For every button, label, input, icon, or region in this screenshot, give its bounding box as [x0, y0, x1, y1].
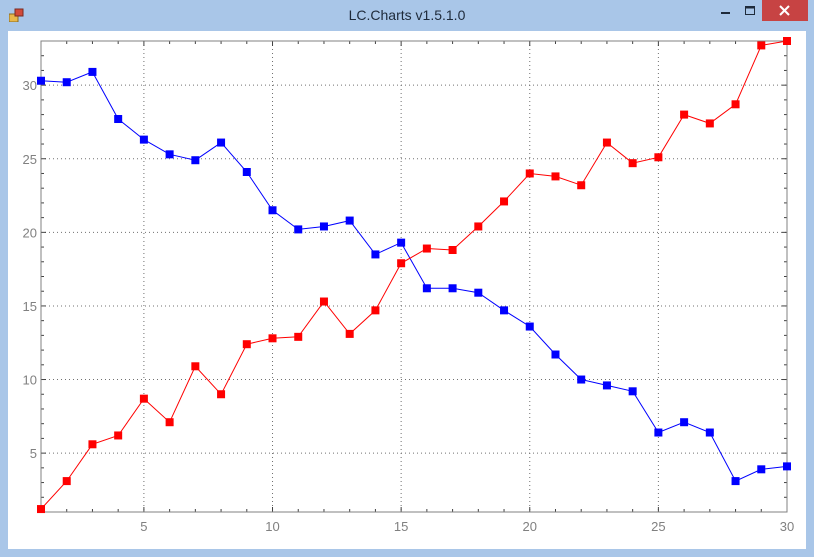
data-point-marker: [551, 172, 560, 181]
data-point-marker: [448, 246, 457, 255]
data-point-marker: [191, 156, 200, 165]
data-point-marker: [397, 238, 406, 247]
minimize-icon: [721, 12, 730, 14]
plot-area: [41, 41, 787, 512]
x-tick-label: 5: [140, 519, 147, 534]
title-bar[interactable]: LC.Charts v1.5.1.0: [0, 0, 814, 31]
data-point-marker: [602, 381, 611, 390]
data-point-marker: [474, 222, 483, 231]
data-point-marker: [371, 306, 380, 315]
data-point-marker: [242, 167, 251, 176]
y-tick-label: 5: [30, 446, 37, 461]
plot-frame: [40, 40, 788, 513]
data-point-marker: [371, 250, 380, 259]
data-point-marker: [680, 418, 689, 427]
data-point-marker: [525, 169, 534, 178]
data-point-marker: [422, 244, 431, 253]
data-point-marker: [422, 284, 431, 293]
data-point-marker: [88, 440, 97, 449]
data-point-marker: [62, 477, 71, 486]
minimize-button[interactable]: [712, 0, 738, 21]
data-point-marker: [114, 115, 123, 124]
data-point-marker: [37, 505, 45, 514]
data-point-marker: [217, 390, 226, 399]
line-chart: 5 10 15 20 25 30 5 10 15 20 25 30: [23, 37, 794, 534]
maximize-icon: [745, 6, 755, 15]
y-tick-label: 25: [23, 152, 37, 167]
app-icon: [9, 8, 24, 22]
data-point-marker: [319, 297, 328, 306]
close-button[interactable]: [762, 0, 808, 21]
data-point-marker: [731, 100, 740, 109]
data-point-marker: [345, 329, 354, 338]
data-point-marker: [139, 394, 148, 403]
data-point-marker: [783, 462, 791, 471]
data-point-marker: [114, 431, 123, 440]
data-point-marker: [500, 197, 509, 206]
x-tick-label: 15: [394, 519, 408, 534]
data-point-marker: [705, 428, 714, 437]
data-point-marker: [731, 477, 740, 486]
x-tick-label: 10: [265, 519, 279, 534]
series-line-0: [40, 71, 788, 482]
data-point-marker: [577, 181, 586, 190]
data-point-marker: [165, 150, 174, 159]
data-point-marker: [217, 138, 226, 147]
data-point-marker: [268, 206, 277, 215]
data-point-marker: [294, 225, 303, 234]
data-point-marker: [474, 288, 483, 297]
data-point-marker: [268, 334, 277, 343]
data-point-marker: [345, 216, 354, 225]
data-point-marker: [628, 387, 637, 396]
window-title: LC.Charts v1.5.1.0: [348, 7, 466, 23]
data-point-marker: [319, 222, 328, 231]
data-point-marker: [88, 67, 97, 76]
data-point-marker: [654, 153, 663, 162]
series-line-1: [40, 40, 788, 510]
y-tick-label: 10: [23, 373, 37, 388]
maximize-button[interactable]: [737, 0, 763, 21]
x-tick-label: 30: [780, 519, 794, 534]
data-point-marker: [294, 332, 303, 341]
close-icon: [779, 5, 790, 16]
data-point-marker: [680, 110, 689, 119]
data-point-marker: [37, 76, 45, 85]
data-point-marker: [783, 37, 791, 45]
data-point-marker: [654, 428, 663, 437]
x-tick-label: 20: [523, 519, 537, 534]
data-point-marker: [191, 362, 200, 371]
data-point-marker: [628, 159, 637, 168]
data-point-marker: [757, 465, 766, 474]
data-point-marker: [500, 306, 509, 315]
data-point-marker: [165, 418, 174, 427]
data-point-marker: [139, 135, 148, 144]
data-point-marker: [242, 340, 251, 349]
data-point-marker: [602, 138, 611, 147]
data-point-marker: [62, 78, 71, 87]
data-point-marker: [551, 350, 560, 359]
y-tick-label: 20: [23, 225, 37, 240]
x-tick-label: 25: [651, 519, 665, 534]
y-tick-label: 15: [23, 299, 37, 314]
data-point-marker: [577, 375, 586, 384]
chart-client-area: 5 10 15 20 25 30 5 10 15 20 25 30: [8, 31, 806, 549]
data-point-marker: [525, 322, 534, 331]
data-point-marker: [448, 284, 457, 293]
data-point-marker: [397, 259, 406, 268]
data-point-marker: [757, 41, 766, 50]
y-tick-label: 30: [23, 78, 37, 93]
data-point-marker: [705, 119, 714, 128]
